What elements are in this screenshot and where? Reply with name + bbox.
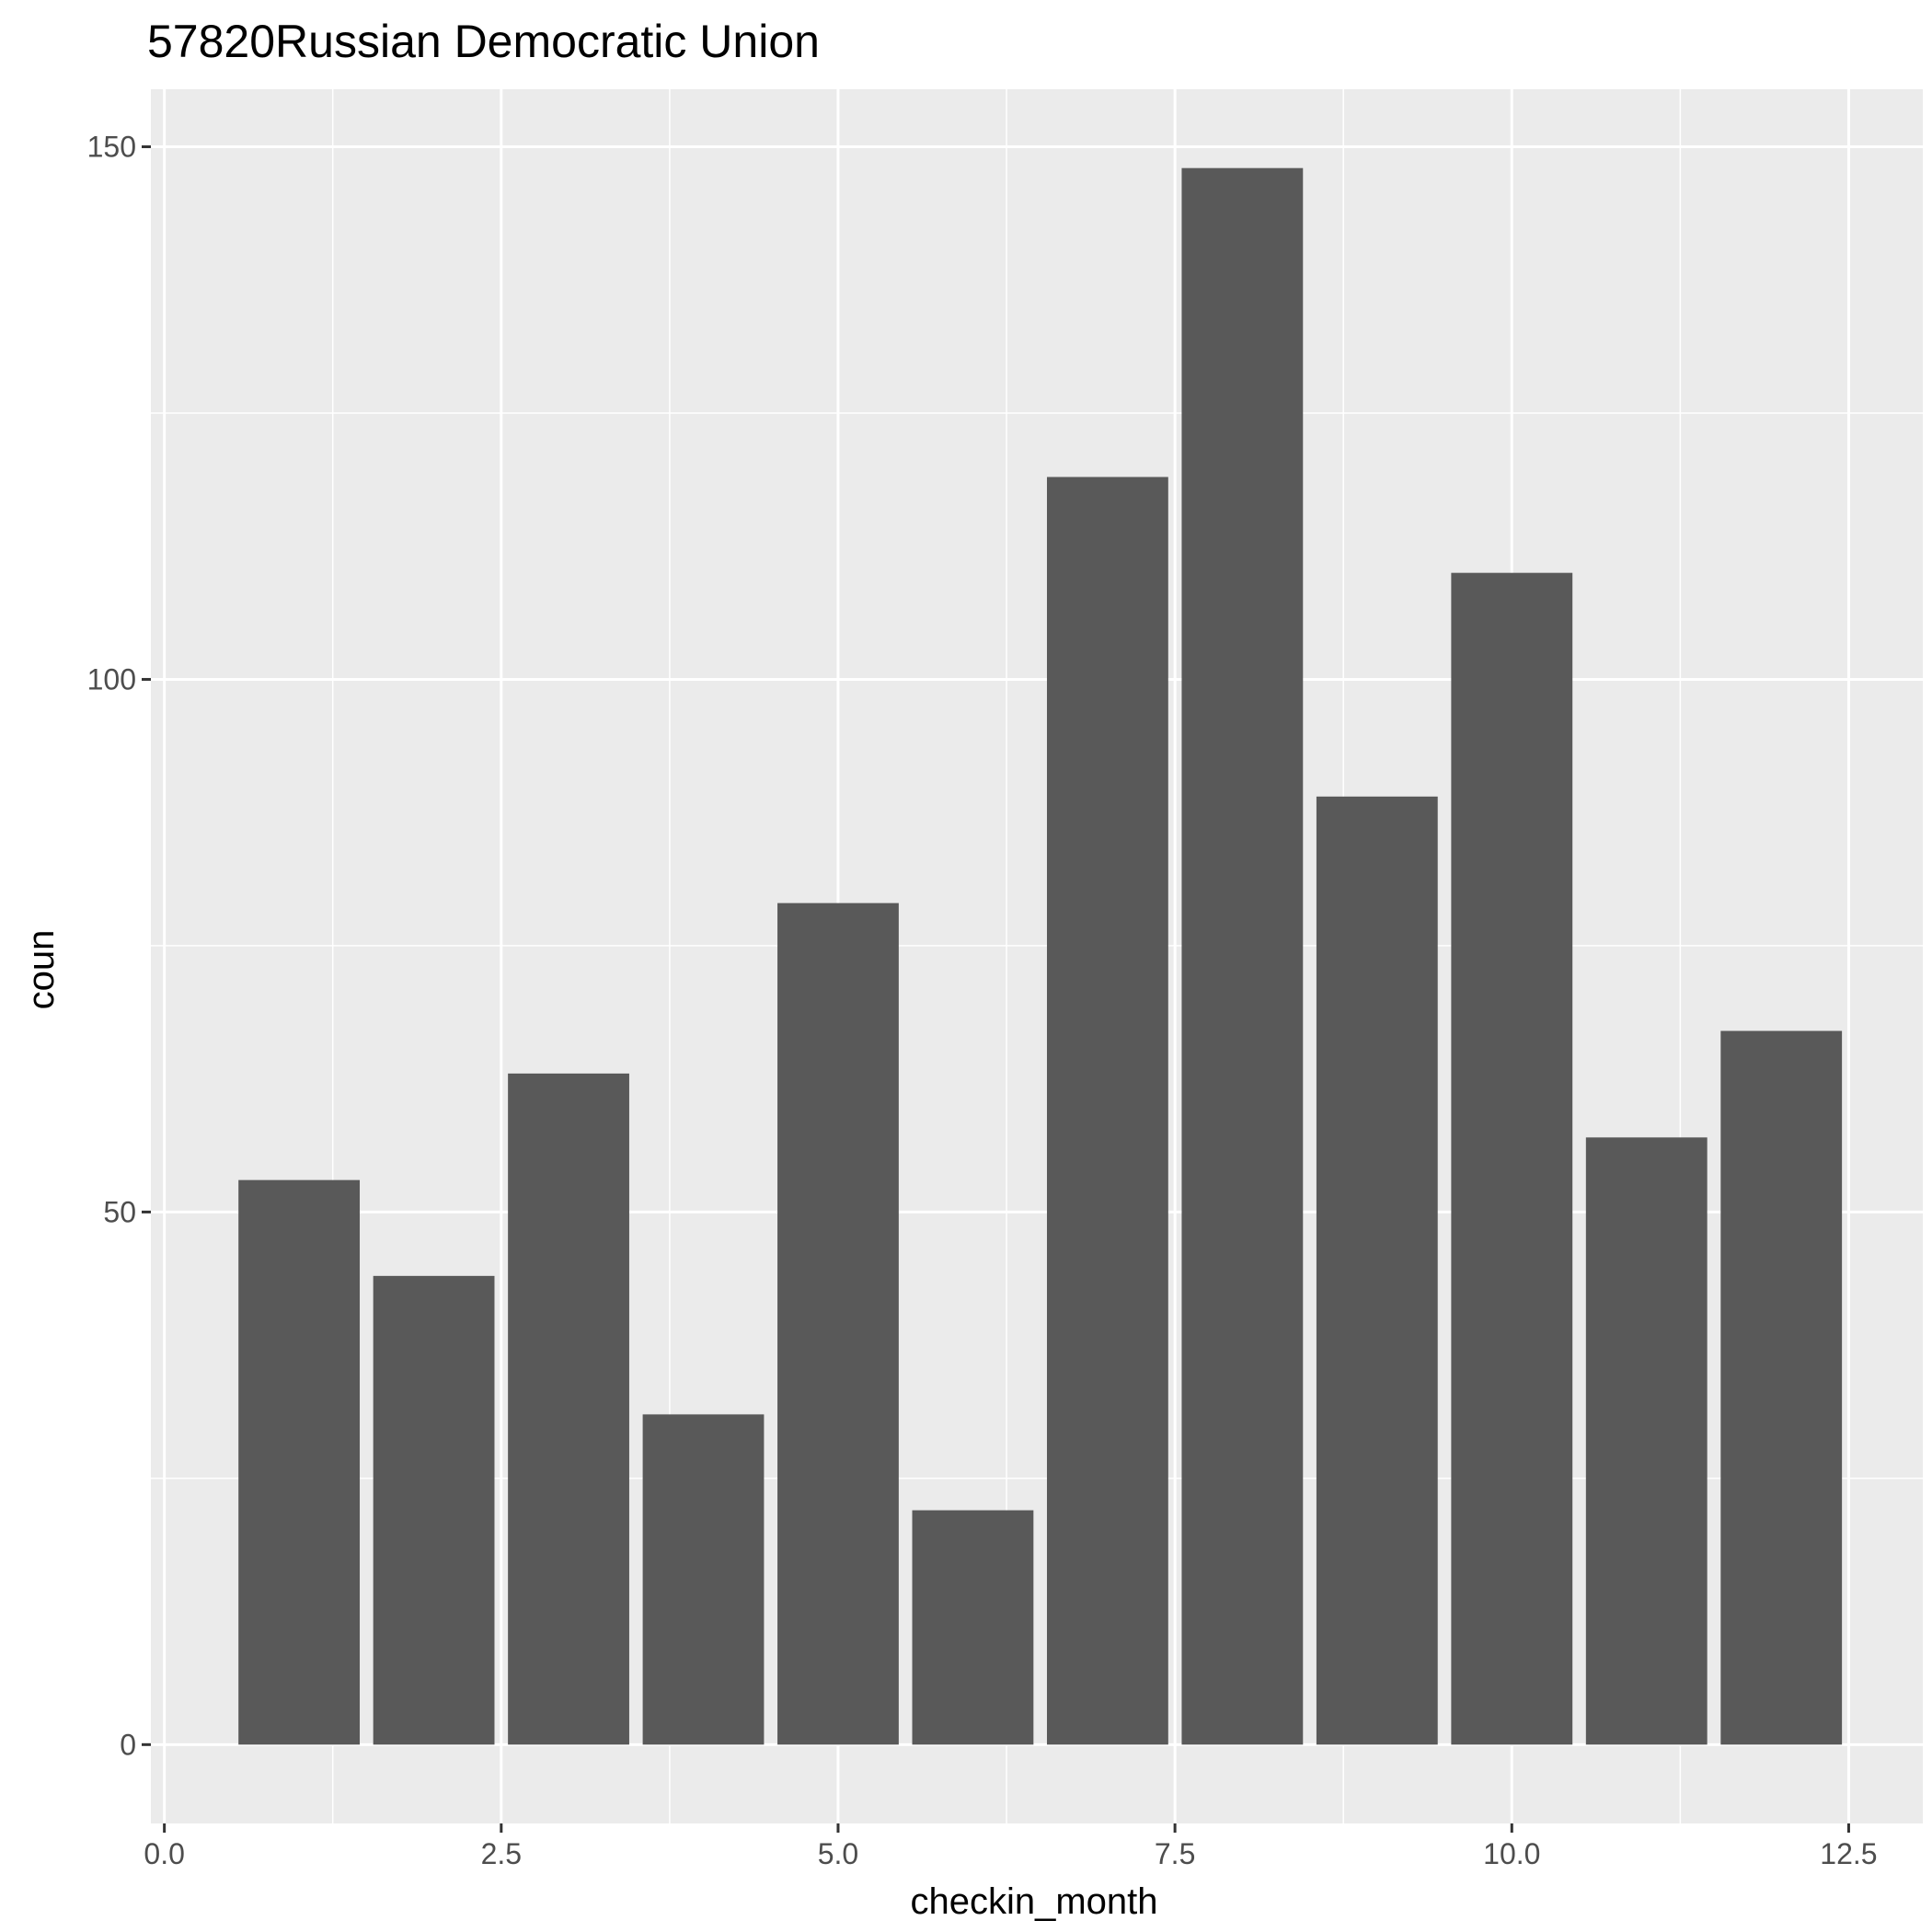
minor-gridlines	[151, 89, 1923, 1823]
bar-month-8	[1181, 167, 1304, 1745]
x-tick-label: 10.0	[1483, 1837, 1540, 1870]
bar-series	[238, 167, 1843, 1745]
x-tick-label: 0.0	[144, 1837, 184, 1870]
bar-month-10	[1451, 572, 1573, 1745]
x-tick-label: 12.5	[1820, 1837, 1877, 1870]
chart-title: 57820Russian Democratic Union	[147, 16, 820, 67]
bar-month-12	[1720, 1030, 1843, 1745]
bar-month-6	[912, 1510, 1034, 1745]
bar-month-7	[1046, 477, 1168, 1745]
x-tick-label: 5.0	[818, 1837, 858, 1870]
bar-month-4	[642, 1414, 765, 1745]
bar-month-5	[777, 903, 899, 1745]
bar-month-3	[508, 1073, 629, 1745]
y-tick-label: 0	[120, 1728, 136, 1761]
y-tick-label: 100	[87, 662, 136, 696]
bar-month-11	[1585, 1137, 1708, 1745]
axis-ticks	[142, 145, 1850, 1833]
y-tick-label: 50	[103, 1195, 136, 1228]
bar-month-1	[238, 1179, 361, 1745]
bar-month-2	[373, 1275, 495, 1745]
x-axis-tick-labels: 0.0 2.5 5.0 7.5 10.0 12.5	[144, 1837, 1877, 1870]
x-tick-label: 2.5	[481, 1837, 522, 1870]
x-tick-label: 7.5	[1155, 1837, 1195, 1870]
bar-month-9	[1316, 796, 1438, 1745]
y-tick-label: 150	[87, 131, 136, 164]
y-axis-tick-labels: 0 50 100 150	[87, 131, 136, 1762]
x-axis-title: checkin_month	[910, 1881, 1157, 1922]
y-axis-title: coun	[21, 930, 62, 1010]
